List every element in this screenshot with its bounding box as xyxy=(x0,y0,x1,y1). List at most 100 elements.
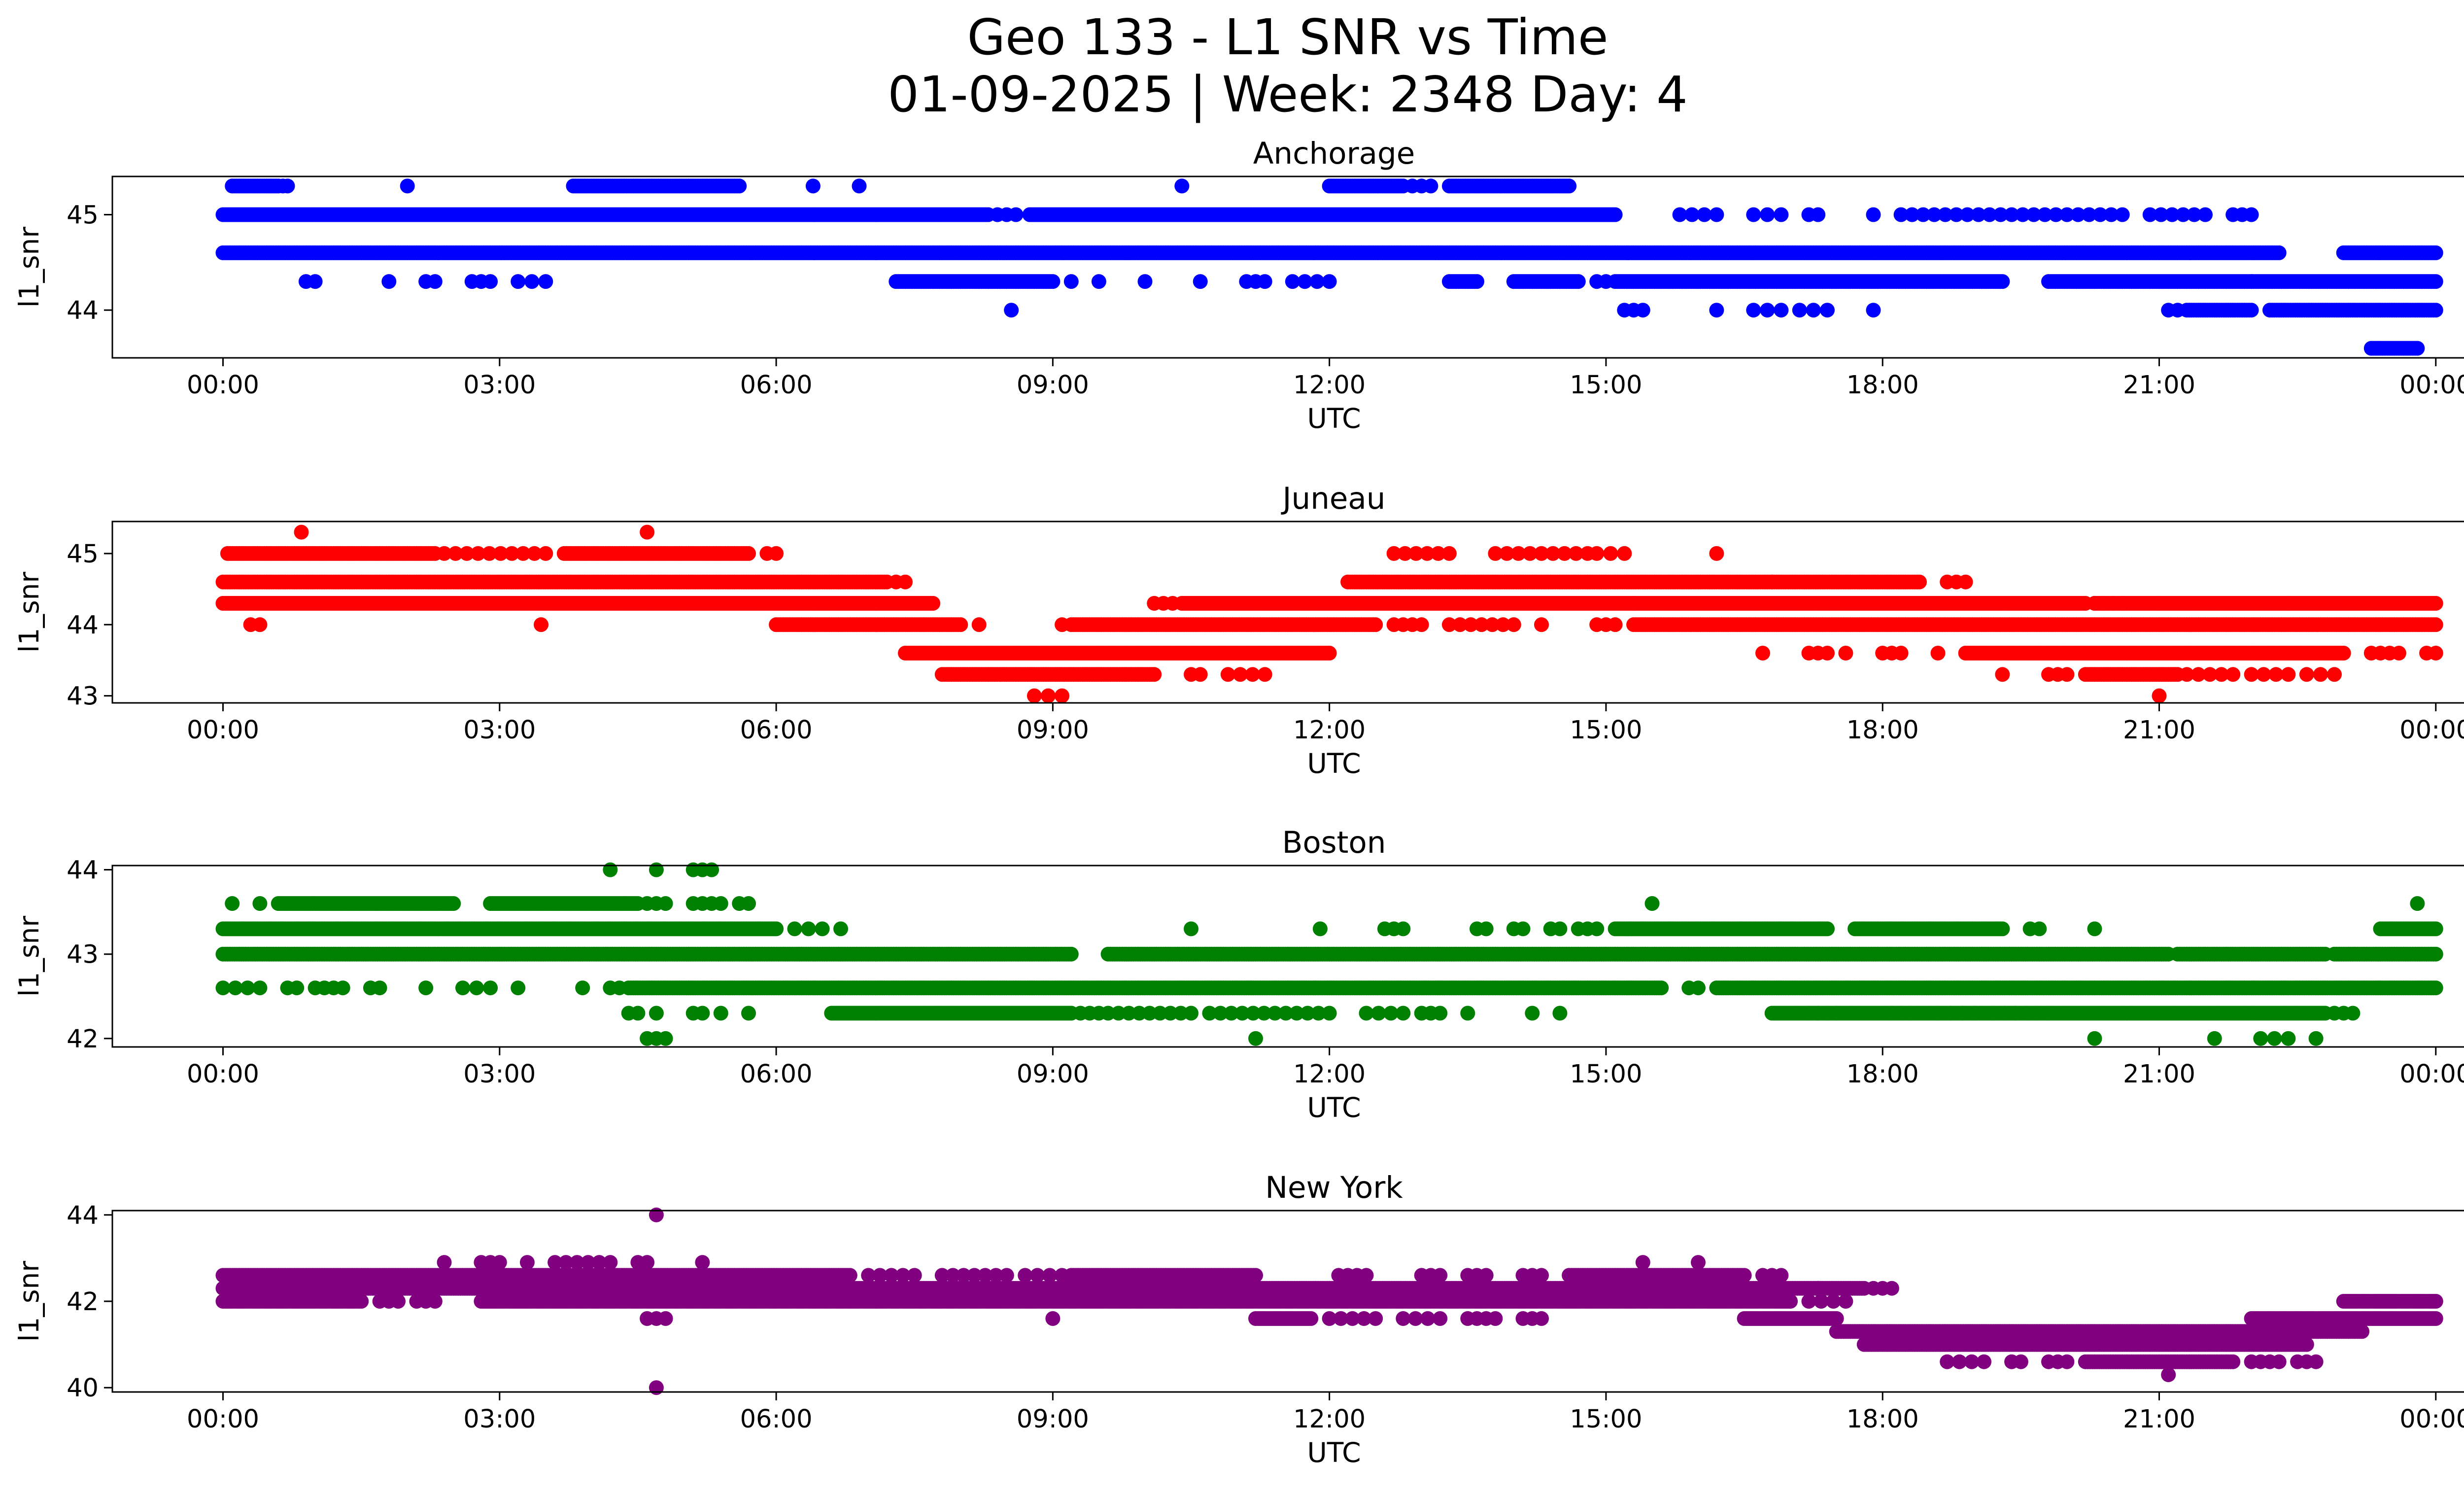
data-point xyxy=(2271,245,2287,260)
x-tick-label: 00:00 xyxy=(2399,371,2464,400)
y-tick-label: 44 xyxy=(67,296,99,325)
data-point xyxy=(2142,207,2157,222)
data-point xyxy=(2015,207,2030,222)
data-point xyxy=(1534,617,1549,632)
data-point xyxy=(2115,207,2130,222)
data-point xyxy=(381,274,397,289)
data-point xyxy=(1322,274,1337,289)
data-point xyxy=(1589,546,1605,561)
data-point xyxy=(1684,207,1700,222)
data-point xyxy=(1993,207,2008,222)
data-point xyxy=(2048,207,2063,222)
data-point xyxy=(2070,207,2086,222)
data-point xyxy=(1774,303,1789,318)
data-point xyxy=(1820,646,1835,661)
data-point xyxy=(1562,178,1577,194)
data-point xyxy=(1368,617,1383,632)
data-point xyxy=(741,546,756,561)
data-point xyxy=(2244,303,2259,318)
data-point xyxy=(1838,646,1853,661)
data-point xyxy=(1004,303,1019,318)
data-point xyxy=(1423,178,1438,194)
data-point xyxy=(1506,617,1521,632)
data-point xyxy=(2059,207,2075,222)
data-point xyxy=(1774,207,1789,222)
data-point xyxy=(1174,178,1190,194)
data-point xyxy=(483,274,498,289)
data-point xyxy=(732,178,747,194)
data-point xyxy=(1608,207,1623,222)
data-point xyxy=(1982,207,1997,222)
data-point xyxy=(1608,617,1623,632)
data-point xyxy=(1927,207,1942,222)
data-point xyxy=(1137,274,1153,289)
data-point xyxy=(2187,207,2202,222)
data-point xyxy=(2082,207,2097,222)
data-point xyxy=(1672,207,1687,222)
panel-title: Juneau xyxy=(1281,481,1386,516)
data-point xyxy=(2115,596,2130,611)
x-axis-label: UTC xyxy=(1307,403,1361,434)
data-point xyxy=(1806,303,1821,318)
data-point xyxy=(280,178,295,194)
data-point xyxy=(1165,596,1180,611)
data-point xyxy=(1893,646,1909,661)
data-point xyxy=(1055,617,1070,632)
data-point xyxy=(1746,207,1761,222)
data-point xyxy=(852,178,867,194)
data-point xyxy=(1091,274,1106,289)
data-point xyxy=(1912,574,1927,590)
data-point xyxy=(2176,207,2191,222)
data-point xyxy=(1866,303,1881,318)
data-point xyxy=(1949,207,1964,222)
data-point xyxy=(1820,303,1835,318)
data-point xyxy=(1441,546,1457,561)
data-point xyxy=(2244,207,2259,222)
figure-title-line2: 01-09-2025 | Week: 2348 Day: 4 xyxy=(888,66,1687,123)
data-point xyxy=(769,546,784,561)
data-point xyxy=(1571,274,1586,289)
data-point xyxy=(1755,646,1770,661)
data-point xyxy=(2410,341,2425,356)
data-point xyxy=(1709,303,1724,318)
data-point xyxy=(1635,303,1650,318)
data-point xyxy=(2004,207,2019,222)
data-point xyxy=(2428,245,2443,260)
data-point xyxy=(1598,274,1613,289)
data-point xyxy=(400,178,415,194)
figure-title-line1: Geo 133 - L1 SNR vs Time xyxy=(967,8,1608,66)
data-point xyxy=(2092,207,2108,222)
y-axis-label: l1_snr xyxy=(13,227,45,308)
data-point xyxy=(1995,274,2010,289)
data-point xyxy=(2154,207,2169,222)
data-point xyxy=(2428,596,2443,611)
data-point xyxy=(1709,207,1724,222)
x-tick-label: 18:00 xyxy=(1847,371,1919,400)
data-point xyxy=(971,617,987,632)
panel-title: Anchorage xyxy=(1253,136,1415,171)
data-point xyxy=(1760,303,1775,318)
x-tick-label: 21:00 xyxy=(2123,371,2195,400)
data-point xyxy=(1960,207,1975,222)
data-point xyxy=(1930,646,1946,661)
x-tick-label: 03:00 xyxy=(463,371,536,400)
data-point xyxy=(1063,274,1079,289)
data-point xyxy=(1811,207,1826,222)
data-point xyxy=(2336,646,2351,661)
data-point xyxy=(1971,207,1986,222)
data-point xyxy=(2391,646,2406,661)
x-tick-label: 12:00 xyxy=(1293,371,1366,400)
x-tick-label: 00:00 xyxy=(187,371,259,400)
data-point xyxy=(805,178,821,194)
data-point xyxy=(1893,207,1909,222)
data-point xyxy=(1045,274,1061,289)
data-point xyxy=(2104,207,2119,222)
data-point xyxy=(1792,303,1807,318)
axes-frame xyxy=(111,175,2464,359)
data-point xyxy=(2281,596,2296,611)
data-point xyxy=(2198,207,2213,222)
data-point xyxy=(1916,207,1931,222)
data-point xyxy=(1958,574,1973,590)
data-point xyxy=(898,574,913,590)
